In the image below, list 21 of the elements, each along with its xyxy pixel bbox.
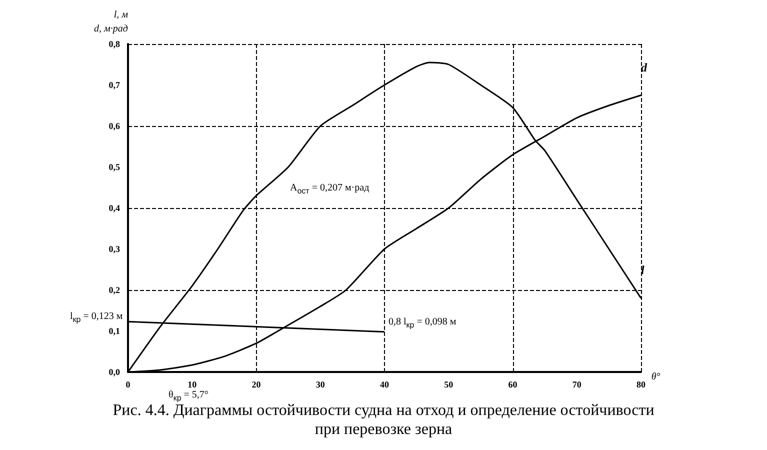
y-tick-label: 0,7 <box>108 80 120 90</box>
x-tick-label: 60 <box>508 380 518 390</box>
y-tick-label: 0,1 <box>108 326 120 336</box>
x-tick-label: 20 <box>252 380 262 390</box>
y-tick-label: 0,8 <box>108 39 120 49</box>
x-tick-label: 0 <box>126 380 131 390</box>
x-axis-title: θ° <box>651 372 660 382</box>
x-tick-label: 80 <box>636 380 646 390</box>
y-tick-label: 0,5 <box>108 162 120 172</box>
y-tick-label: 0,3 <box>108 244 120 254</box>
y-tick-label: 0,0 <box>108 367 120 377</box>
y-tick-label: 0,2 <box>108 285 120 295</box>
x-tick-label: 40 <box>380 380 390 390</box>
y-tick-label: 0,6 <box>108 121 120 131</box>
x-tick-label: 70 <box>572 380 582 390</box>
x-tick-label: 10 <box>188 380 198 390</box>
y-axis-title: l, м d, м·рад <box>94 10 129 34</box>
x-tick-label: 30 <box>316 380 326 390</box>
text: Рис. 4.4. Диаграммы остойчивости судна на отход и определение остойчивости при перевозке зерна <box>112 402 655 438</box>
x-tick-label: 50 <box>444 380 454 390</box>
y-tick-label: 0,4 <box>108 203 120 213</box>
